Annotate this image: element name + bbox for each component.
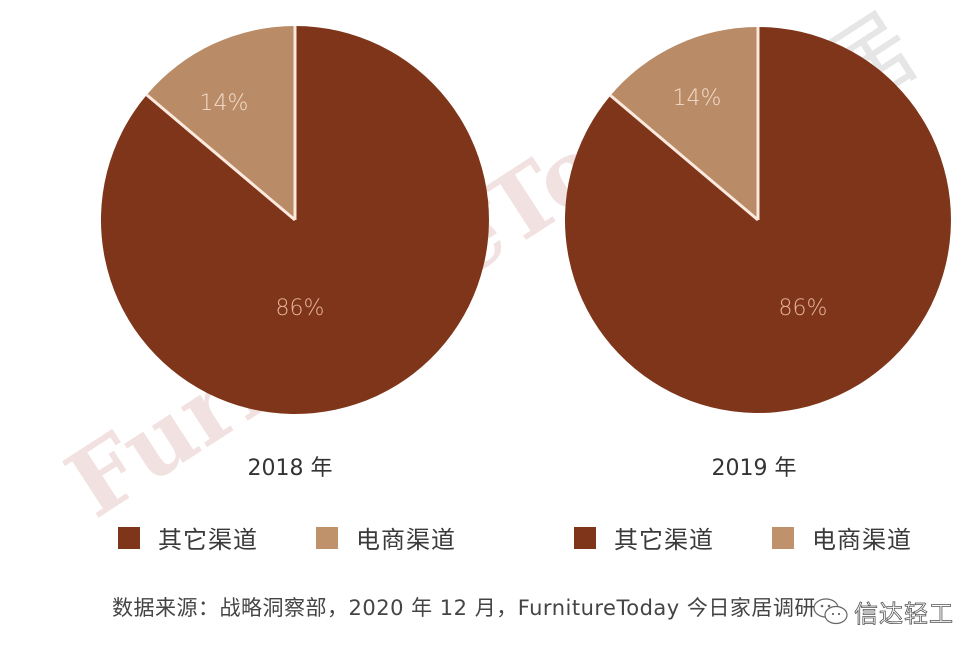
slice-label-other-2019: 86% [779,296,828,321]
legend-item-ecommerce: 电商渠道 [772,520,912,555]
legend-2019: 其它渠道 电商渠道 [574,520,970,555]
legend-swatch-ecommerce [772,526,794,549]
data-source-note: 数据来源：战略洞察部，2020 年 12 月，FurnitureToday 今日… [112,596,816,620]
legend-2018: 其它渠道 电商渠道 [118,520,514,555]
legend-item-ecommerce: 电商渠道 [316,520,456,555]
pie-slice-ecommerce-2018 [146,25,295,220]
wechat-badge: 信达轻工 [812,594,954,629]
slice-label-ecommerce-2018: 14% [200,91,249,116]
wechat-account-name: 信达轻工 [854,600,954,629]
legend-item-other: 其它渠道 [574,520,714,555]
legend-label-other: 其它渠道 [158,526,258,554]
legend-label-other: 其它渠道 [614,526,714,554]
slice-label-ecommerce-2019: 14% [673,86,722,111]
year-label-2019: 2019 年 [711,456,797,481]
legend-swatch-other [118,526,140,549]
pie-chart-2019: 14% 86% [564,27,951,414]
wechat-icon [813,597,848,624]
pie-chart-2018: 14% 86% [100,25,489,414]
pie-slice-ecommerce-2019 [610,27,758,220]
legend-label-ecommerce: 电商渠道 [356,526,456,554]
slice-label-other-2018: 86% [276,296,325,321]
legend-label-ecommerce: 电商渠道 [812,526,912,554]
legend-swatch-ecommerce [316,526,338,549]
year-label-2018: 2018 年 [247,456,333,481]
legend-swatch-other [574,526,596,549]
legend-item-other: 其它渠道 [118,520,258,555]
